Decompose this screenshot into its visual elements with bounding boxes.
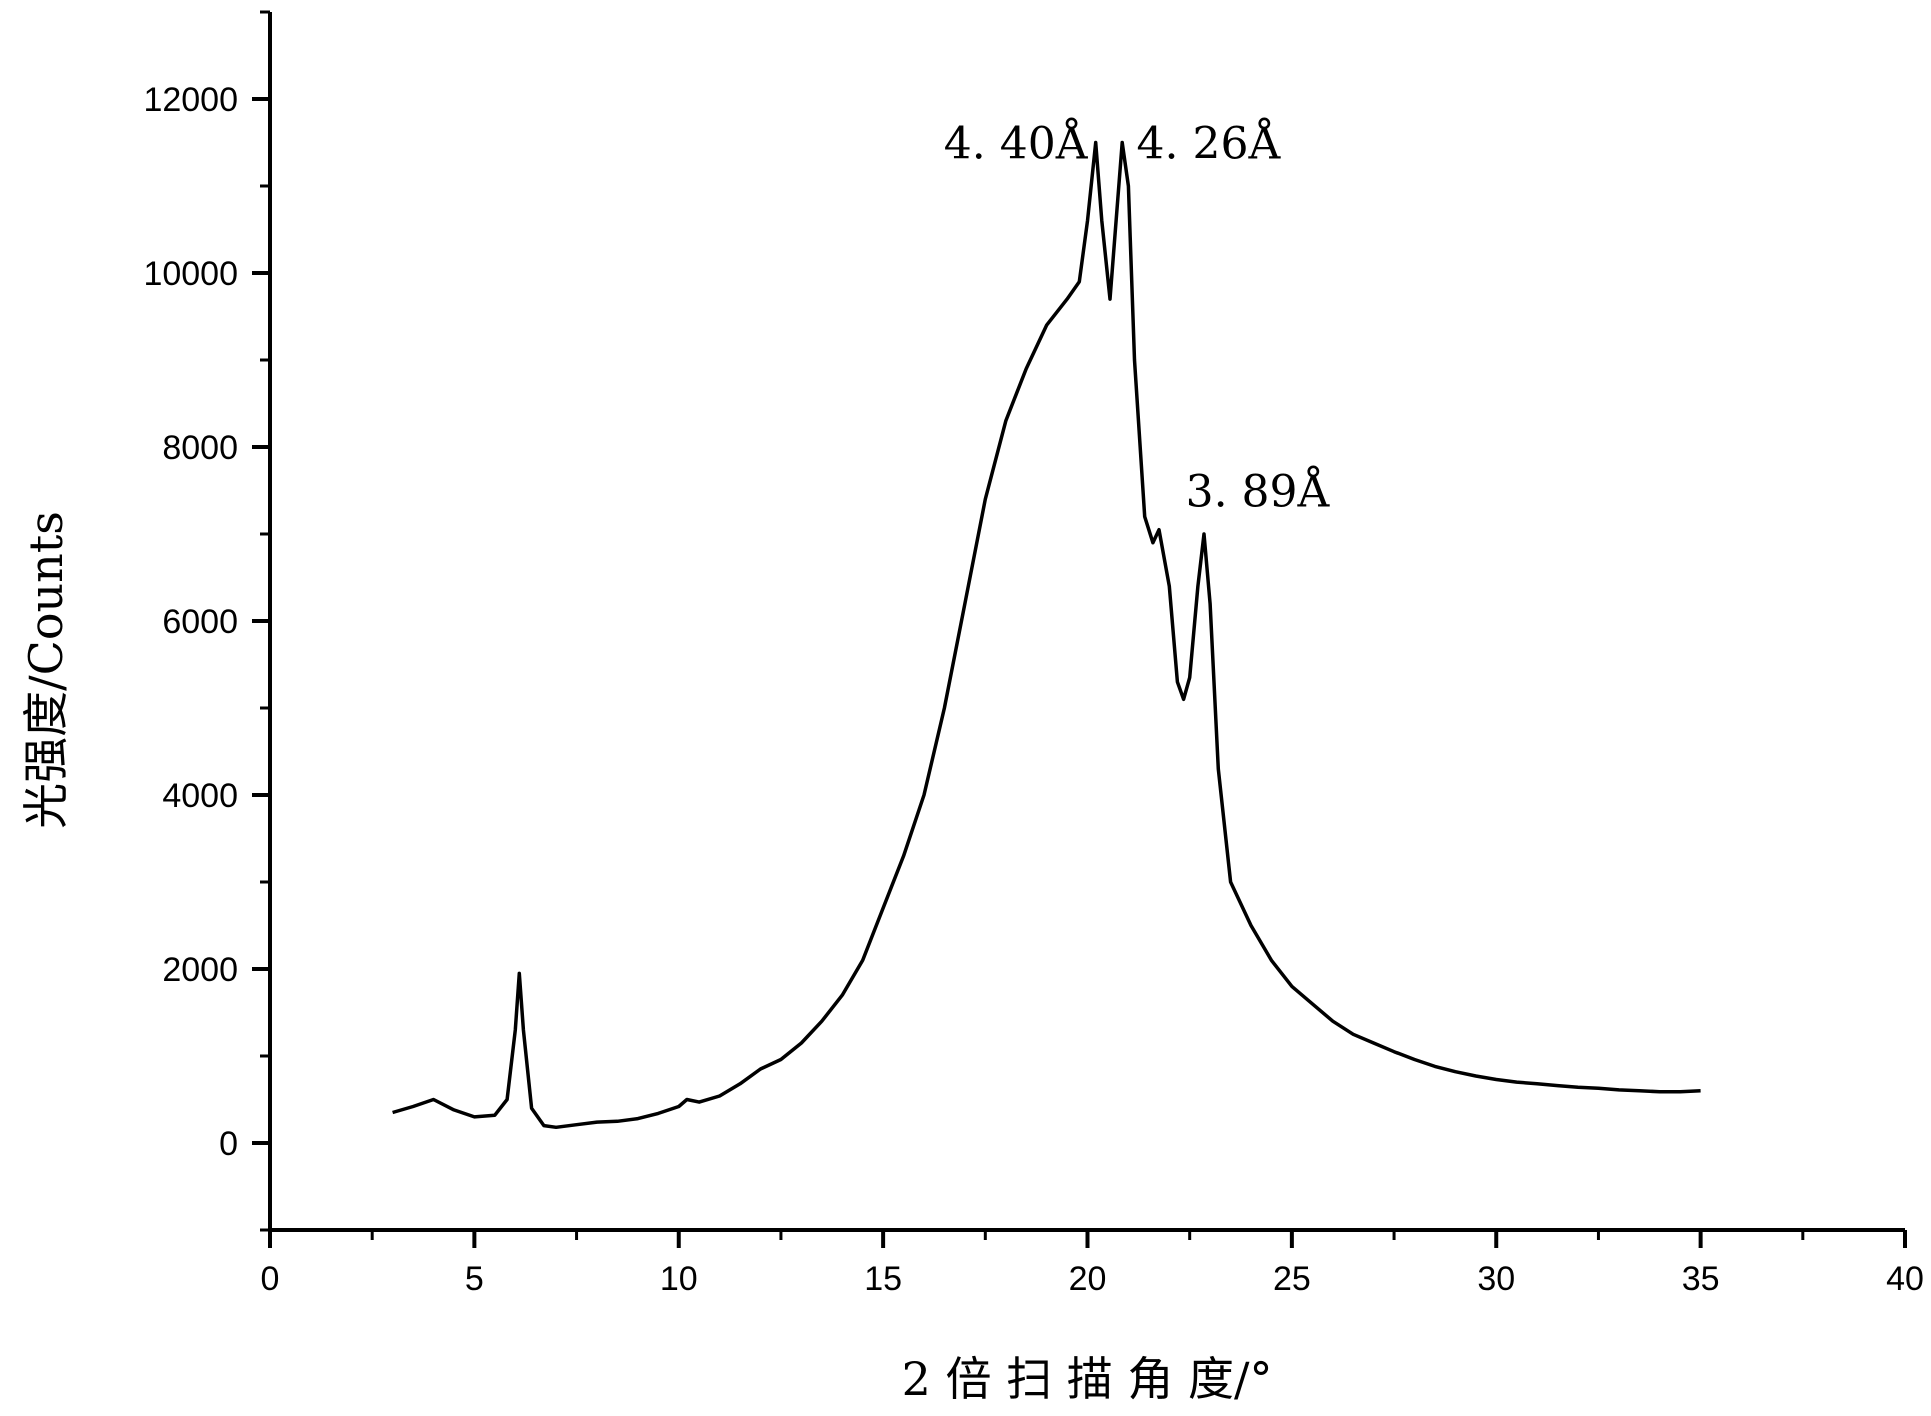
x-tick-label: 40 bbox=[1886, 1260, 1924, 1298]
y-tick-label: 0 bbox=[219, 1125, 238, 1163]
series-line bbox=[393, 143, 1701, 1128]
y-tick-label: 4000 bbox=[162, 777, 238, 815]
x-tick-label: 25 bbox=[1273, 1260, 1311, 1298]
x-tick-label: 10 bbox=[660, 1260, 698, 1298]
y-tick-label: 10000 bbox=[143, 255, 238, 293]
peak-annotation: 3. 89Å bbox=[1186, 465, 1331, 518]
y-axis-title: 光强度/Counts bbox=[19, 511, 73, 829]
peak-annotation: 4. 40Å bbox=[944, 117, 1089, 170]
y-tick-label: 6000 bbox=[162, 603, 238, 641]
series-group bbox=[393, 143, 1701, 1128]
x-tick-label: 0 bbox=[261, 1260, 280, 1298]
x-ticks: 0 5 10 15 20 25 30 35 40 bbox=[261, 1230, 1924, 1298]
y-ticks: 0 2000 4000 6000 8000 10000 12000 bbox=[143, 12, 270, 1230]
x-tick-label: 15 bbox=[864, 1260, 902, 1298]
y-tick-label: 8000 bbox=[162, 429, 238, 467]
x-tick-label: 35 bbox=[1682, 1260, 1720, 1298]
x-tick-label: 30 bbox=[1477, 1260, 1515, 1298]
x-axis-title: 2 倍 扫 描 角 度/° bbox=[902, 1352, 1273, 1406]
y-tick-label: 12000 bbox=[143, 81, 238, 119]
x-tick-label: 5 bbox=[465, 1260, 484, 1298]
y-tick-label: 2000 bbox=[162, 951, 238, 989]
x-tick-label: 20 bbox=[1069, 1260, 1107, 1298]
annotations: 4. 40Å 4. 26Å 3. 89Å bbox=[944, 117, 1331, 518]
peak-annotation: 4. 26Å bbox=[1137, 117, 1282, 170]
